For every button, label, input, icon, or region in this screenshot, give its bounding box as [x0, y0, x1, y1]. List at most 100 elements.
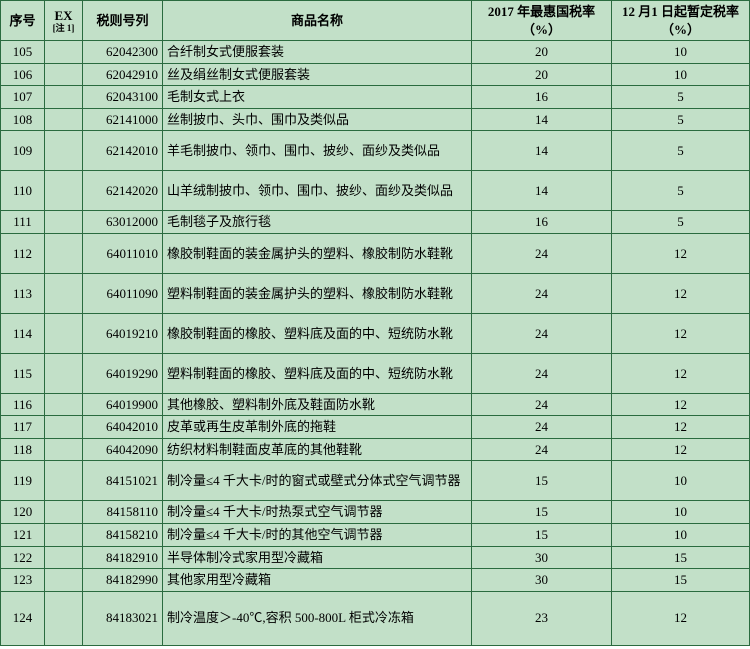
cell-rate1: 20	[472, 63, 612, 86]
cell-rate2: 15	[612, 546, 750, 569]
cell-rate1: 14	[472, 131, 612, 171]
cell-rate1: 15	[472, 501, 612, 524]
cell-rate1: 16	[472, 86, 612, 109]
cell-ex	[45, 63, 83, 86]
cell-seq: 106	[1, 63, 45, 86]
cell-rate2: 12	[612, 591, 750, 645]
cell-name: 毛制女式上衣	[163, 86, 472, 109]
table-row: 11364011090塑料制鞋面的装金属护头的塑料、橡胶制防水鞋靴2412	[1, 273, 750, 313]
cell-rate1: 24	[472, 313, 612, 353]
cell-rate2: 12	[612, 438, 750, 461]
col-header-code: 税则号列	[83, 1, 163, 41]
cell-code: 63012000	[83, 211, 163, 234]
cell-ex	[45, 171, 83, 211]
col-header-seq: 序号	[1, 1, 45, 41]
cell-ex	[45, 501, 83, 524]
cell-ex	[45, 461, 83, 501]
cell-seq: 117	[1, 416, 45, 439]
cell-name: 纺织材料制鞋面皮革底的其他鞋靴	[163, 438, 472, 461]
cell-rate2: 12	[612, 313, 750, 353]
cell-code: 62141000	[83, 108, 163, 131]
cell-code: 84158110	[83, 501, 163, 524]
cell-rate1: 24	[472, 438, 612, 461]
cell-seq: 105	[1, 41, 45, 64]
table-body: 105 62042300合纤制女式便服套装20 10 10662042910丝及绢丝制…	[1, 41, 750, 646]
cell-seq: 109	[1, 131, 45, 171]
table-row: 10662042910丝及绢丝制女式便服套装2010	[1, 63, 750, 86]
cell-code: 64011090	[83, 273, 163, 313]
cell-rate1: 14	[472, 108, 612, 131]
cell-ex	[45, 546, 83, 569]
table-row: 10862141000丝制披巾、头巾、围巾及类似品145	[1, 108, 750, 131]
table-row: 11163012000毛制毯子及旅行毯165	[1, 211, 750, 234]
table-header-row: 序号 EX [注 1] 税则号列 商品名称 2017 年最惠国税率（%） 12 …	[1, 1, 750, 41]
cell-rate1: 24	[472, 353, 612, 393]
cell-name: 皮革或再生皮革制外底的拖鞋	[163, 416, 472, 439]
cell-code: 64019290	[83, 353, 163, 393]
cell-rate1: 30	[472, 569, 612, 592]
cell-ex	[45, 41, 83, 64]
cell-seq: 118	[1, 438, 45, 461]
table-row: 10962142010羊毛制披巾、领巾、围巾、披纱、面纱及类似品145	[1, 131, 750, 171]
cell-rate1: 30	[472, 546, 612, 569]
cell-name: 合纤制女式便服套装	[163, 41, 472, 64]
cell-code: 62142010	[83, 131, 163, 171]
cell-seq: 116	[1, 393, 45, 416]
table-row: 11062142020山羊绒制披巾、领巾、围巾、披纱、面纱及类似品145	[1, 171, 750, 211]
cell-seq: 121	[1, 524, 45, 547]
cell-seq: 122	[1, 546, 45, 569]
table-row: 11764042010皮革或再生皮革制外底的拖鞋2412	[1, 416, 750, 439]
cell-ex	[45, 524, 83, 547]
cell-rate2: 12	[612, 273, 750, 313]
cell-name: 塑料制鞋面的橡胶、塑料底及面的中、短统防水靴	[163, 353, 472, 393]
table-row: 11664019900其他橡胶、塑料制外底及鞋面防水靴2412	[1, 393, 750, 416]
cell-name: 其他家用型冷藏箱	[163, 569, 472, 592]
col-header-rate2: 12 月1 日起暂定税率（%）	[612, 1, 750, 41]
cell-seq: 120	[1, 501, 45, 524]
tariff-table: 序号 EX [注 1] 税则号列 商品名称 2017 年最惠国税率（%） 12 …	[0, 0, 750, 646]
cell-code: 64019900	[83, 393, 163, 416]
cell-name: 橡胶制鞋面的装金属护头的塑料、橡胶制防水鞋靴	[163, 233, 472, 273]
cell-name: 制冷温度＞-40℃,容积 500-800L 柜式冷冻箱	[163, 591, 472, 645]
cell-name: 山羊绒制披巾、领巾、围巾、披纱、面纱及类似品	[163, 171, 472, 211]
cell-name: 橡胶制鞋面的橡胶、塑料底及面的中、短统防水靴	[163, 313, 472, 353]
cell-name: 制冷量≤4 千大卡/时热泵式空气调节器	[163, 501, 472, 524]
table-row: 12484183021制冷温度＞-40℃,容积 500-800L 柜式冷冻箱23…	[1, 591, 750, 645]
cell-code: 62142020	[83, 171, 163, 211]
cell-name: 其他橡胶、塑料制外底及鞋面防水靴	[163, 393, 472, 416]
cell-ex	[45, 438, 83, 461]
cell-seq: 112	[1, 233, 45, 273]
cell-rate1: 15	[472, 461, 612, 501]
cell-code: 64011010	[83, 233, 163, 273]
cell-seq: 113	[1, 273, 45, 313]
cell-ex	[45, 131, 83, 171]
cell-ex	[45, 86, 83, 109]
cell-ex	[45, 211, 83, 234]
table-row: 12384182990其他家用型冷藏箱3015	[1, 569, 750, 592]
cell-code: 62043100	[83, 86, 163, 109]
table-row: 11864042090纺织材料制鞋面皮革底的其他鞋靴2412	[1, 438, 750, 461]
cell-ex	[45, 233, 83, 273]
cell-ex	[45, 591, 83, 645]
table-row: 10562042300合纤制女式便服套装2010	[1, 41, 750, 64]
cell-seq: 111	[1, 211, 45, 234]
cell-rate2: 12	[612, 353, 750, 393]
cell-code: 62042300	[83, 41, 163, 64]
table-row: 12084158110制冷量≤4 千大卡/时热泵式空气调节器1510	[1, 501, 750, 524]
cell-rate2: 12	[612, 416, 750, 439]
cell-name: 半导体制冷式家用型冷藏箱	[163, 546, 472, 569]
cell-name: 丝及绢丝制女式便服套装	[163, 63, 472, 86]
cell-name: 丝制披巾、头巾、围巾及类似品	[163, 108, 472, 131]
cell-rate2: 10	[612, 461, 750, 501]
table-row: 10762043100毛制女式上衣165	[1, 86, 750, 109]
table-row: 11564019290塑料制鞋面的橡胶、塑料底及面的中、短统防水靴2412	[1, 353, 750, 393]
cell-ex	[45, 569, 83, 592]
cell-code: 84182990	[83, 569, 163, 592]
cell-seq: 110	[1, 171, 45, 211]
table-row: 11264011010橡胶制鞋面的装金属护头的塑料、橡胶制防水鞋靴2412	[1, 233, 750, 273]
cell-code: 84158210	[83, 524, 163, 547]
cell-rate2: 12	[612, 393, 750, 416]
table-row: 11984151021制冷量≤4 千大卡/时的窗式或壁式分体式空气调节器1510	[1, 461, 750, 501]
cell-name: 毛制毯子及旅行毯	[163, 211, 472, 234]
cell-rate1: 16	[472, 211, 612, 234]
